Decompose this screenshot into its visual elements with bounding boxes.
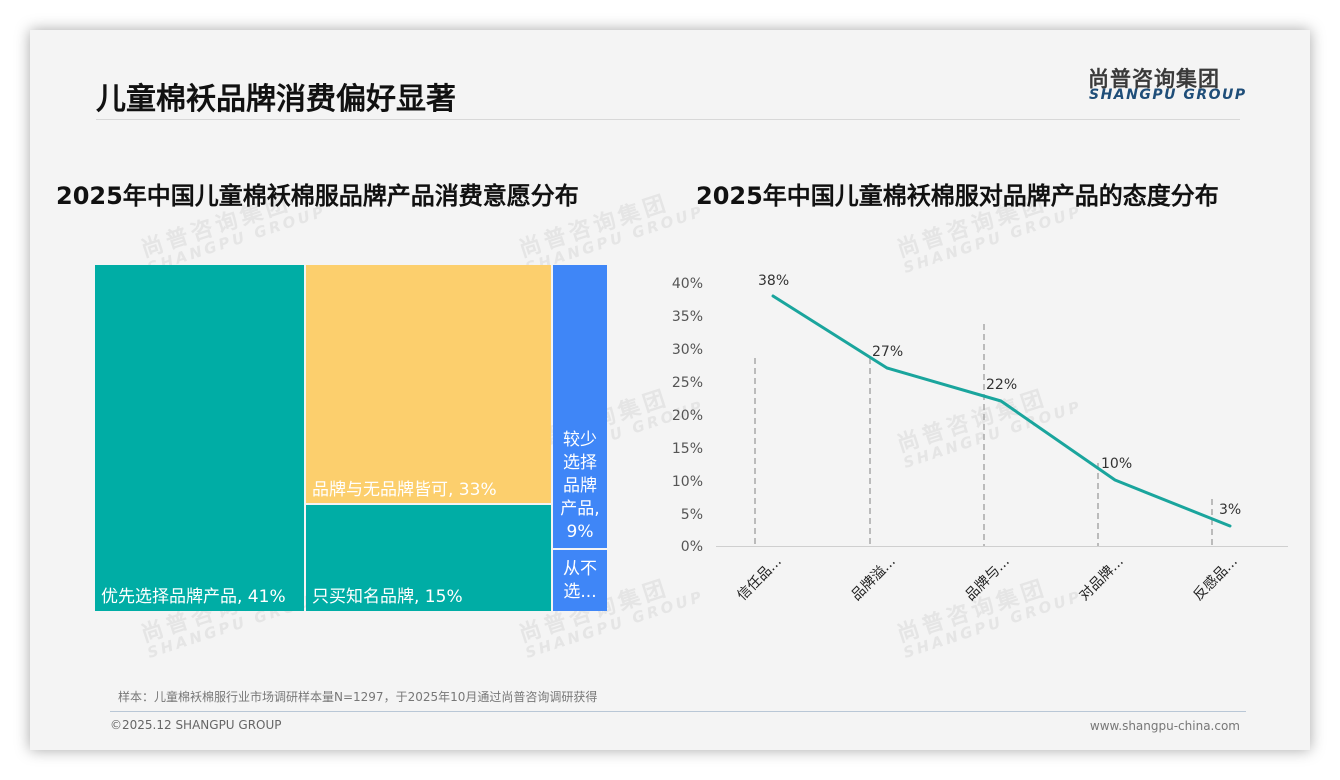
treemap-cell-prefer-brand[interactable]: 优先选择品牌产品, 41%	[95, 265, 304, 611]
x-label: 对品牌...	[1076, 553, 1127, 604]
website-link[interactable]: www.shangpu-china.com	[1089, 719, 1240, 733]
data-label: 10%	[1101, 456, 1132, 472]
x-label: 品牌与...	[962, 553, 1013, 604]
x-label: 反感品...	[1190, 553, 1241, 604]
page-title: 儿童棉袄品牌消费偏好显著	[96, 82, 456, 117]
y-tick: 35%	[672, 309, 703, 325]
y-tick: 30%	[672, 342, 703, 358]
treemap-cell-never-brand[interactable]: 从不 选...	[553, 550, 607, 611]
y-tick: 25%	[672, 375, 703, 391]
y-tick: 20%	[672, 408, 703, 424]
treemap-label: 品牌与无品牌皆可, 33%	[312, 480, 497, 500]
data-label: 27%	[872, 344, 903, 360]
y-tick: 10%	[672, 474, 703, 490]
data-line	[771, 294, 1232, 528]
treemap-vertical-label: 较少 选择 品牌 产品, 9%	[560, 430, 600, 542]
title-divider	[96, 119, 1240, 120]
treemap-label: 只买知名品牌, 15%	[312, 587, 463, 607]
y-tick: 0%	[681, 539, 703, 555]
y-tick: 5%	[681, 507, 703, 523]
copyright: ©2025.12 SHANGPU GROUP	[110, 718, 282, 732]
x-label: 信任品...	[734, 554, 784, 604]
treemap-cell-either[interactable]: 品牌与无品牌皆可, 33%	[306, 265, 551, 503]
data-label: 3%	[1219, 502, 1241, 518]
x-label: 品牌溢...	[848, 553, 899, 604]
y-tick: 15%	[672, 441, 703, 457]
data-label: 38%	[758, 273, 789, 289]
right-chart-title: 2025年中国儿童棉袄棉服对品牌产品的态度分布	[696, 182, 1219, 210]
treemap-vertical-label: 从不 选...	[563, 559, 597, 602]
treemap-cell-famous-only[interactable]: 只买知名品牌, 15%	[306, 505, 551, 611]
sample-footnote: 样本：儿童棉袄棉服行业市场调研样本量N=1297，于2025年10月通过尚普咨询…	[118, 690, 598, 704]
treemap-cell-rarely-brand[interactable]: 较少 选择 品牌 产品, 9%	[553, 265, 607, 548]
treemap-label: 优先选择品牌产品, 41%	[101, 587, 286, 607]
logo-english: SHANGPU GROUP	[1089, 87, 1247, 103]
slide: 儿童棉袄品牌消费偏好显著 尚普咨询集团 SHANGPU GROUP 尚普咨询集团…	[30, 30, 1310, 750]
line-chart: 40% 35% 30% 25% 20% 15% 10% 5% 0% 38% 27…	[672, 273, 1288, 604]
footer-divider	[110, 711, 1246, 712]
logo-chinese: 尚普咨询集团	[1088, 67, 1220, 91]
y-tick: 40%	[672, 276, 703, 292]
left-chart-title: 2025年中国儿童棉袄棉服品牌产品消费意愿分布	[56, 182, 579, 210]
data-label: 22%	[986, 377, 1017, 393]
